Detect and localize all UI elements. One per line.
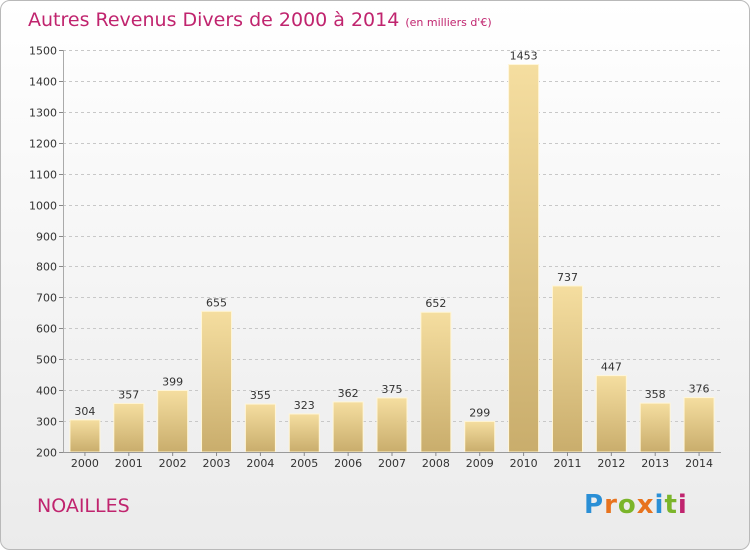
x-tick-label-2000: 2000 bbox=[71, 457, 99, 470]
y-tick-label: 1200 bbox=[29, 138, 57, 151]
y-tick-label: 700 bbox=[36, 292, 57, 305]
value-label-2008: 652 bbox=[425, 297, 446, 310]
logo-letter: t bbox=[664, 490, 678, 520]
bar-2003 bbox=[201, 310, 233, 453]
x-tick-label-2004: 2004 bbox=[246, 457, 274, 470]
logo-letter: o bbox=[617, 490, 637, 520]
bar-2006 bbox=[332, 401, 364, 453]
y-tick-label: 1300 bbox=[29, 107, 57, 120]
value-label-2006: 362 bbox=[338, 387, 359, 400]
x-tick-label-2011: 2011 bbox=[553, 457, 581, 470]
y-tick-label: 400 bbox=[36, 385, 57, 398]
y-tick-label: 900 bbox=[36, 231, 57, 244]
y-tick-label: 800 bbox=[36, 261, 57, 274]
bar-2010 bbox=[508, 64, 540, 453]
y-tick-label: 1500 bbox=[29, 45, 57, 58]
value-label-2001: 357 bbox=[118, 388, 139, 401]
x-tick-label-2009: 2009 bbox=[466, 457, 494, 470]
x-tick-label-2001: 2001 bbox=[115, 457, 143, 470]
value-label-2007: 375 bbox=[382, 383, 403, 396]
value-label-2009: 299 bbox=[469, 406, 490, 419]
x-tick-label-2008: 2008 bbox=[422, 457, 450, 470]
value-label-2011: 737 bbox=[557, 271, 578, 284]
value-label-2012: 447 bbox=[601, 361, 622, 374]
bar-2008 bbox=[420, 311, 452, 453]
value-label-2013: 358 bbox=[645, 388, 666, 401]
x-tick-label-2012: 2012 bbox=[597, 457, 625, 470]
bar-2000 bbox=[69, 419, 101, 453]
x-tick-label-2007: 2007 bbox=[378, 457, 406, 470]
value-label-2002: 399 bbox=[162, 375, 183, 388]
bar-2001 bbox=[113, 402, 145, 453]
bar-2005 bbox=[288, 413, 320, 453]
y-tick-label: 1100 bbox=[29, 169, 57, 182]
y-tick-label: 500 bbox=[36, 354, 57, 367]
x-tick-label-2014: 2014 bbox=[685, 457, 713, 470]
value-labels: 304 357 399 655 355 323 362 375 652 299 1453 737 447… bbox=[74, 50, 709, 420]
logo-letter: i bbox=[677, 490, 688, 520]
bar-2013 bbox=[639, 402, 671, 453]
x-tick-label-2005: 2005 bbox=[290, 457, 318, 470]
y-axis-ticks: 200 300 400 500 600 700 800 900 1000 1100 1200 1300… bbox=[29, 45, 721, 460]
bar-2004 bbox=[244, 403, 276, 453]
value-label-2010: 1453 bbox=[510, 50, 538, 63]
value-label-2014: 376 bbox=[689, 383, 710, 396]
bar-2002 bbox=[157, 389, 189, 453]
chart-subtitle: (en milliers d'€) bbox=[405, 16, 492, 29]
logo-letter: r bbox=[604, 490, 618, 520]
chart-title: Autres Revenus Divers de 2000 à 2014 bbox=[28, 9, 400, 31]
value-label-2004: 355 bbox=[250, 389, 271, 402]
value-label-2005: 323 bbox=[294, 399, 315, 412]
y-tick-label: 1400 bbox=[29, 76, 57, 89]
bar-2009 bbox=[464, 420, 496, 453]
x-tick-label-2010: 2010 bbox=[510, 457, 538, 470]
x-axis-ticks: 2000 2001 2002 2003 2004 2005 2006 2007 2008 2009… bbox=[71, 452, 713, 470]
bar-2012 bbox=[595, 375, 627, 453]
value-label-2003: 655 bbox=[206, 296, 227, 309]
y-tick-label: 600 bbox=[36, 323, 57, 336]
logo-letter: x bbox=[636, 490, 655, 520]
proxiti-logo: Proxiti bbox=[584, 490, 688, 520]
bar-2011 bbox=[551, 285, 583, 453]
y-tick-label: 300 bbox=[36, 416, 57, 429]
x-tick-label-2013: 2013 bbox=[641, 457, 669, 470]
logo-letter: P bbox=[584, 490, 605, 520]
x-tick-label-2003: 2003 bbox=[203, 457, 231, 470]
x-tick-label-2006: 2006 bbox=[334, 457, 362, 470]
chart-title-group: Autres Revenus Divers de 2000 à 2014 (en … bbox=[28, 9, 492, 31]
logo-letter: i bbox=[654, 490, 665, 520]
bar-2014 bbox=[683, 397, 715, 453]
town-name: NOAILLES bbox=[37, 495, 130, 517]
y-tick-label: 1000 bbox=[29, 200, 57, 213]
x-tick-label-2002: 2002 bbox=[159, 457, 187, 470]
bar-2007 bbox=[376, 397, 408, 453]
y-tick-label: 200 bbox=[36, 447, 57, 460]
value-label-2000: 304 bbox=[74, 405, 95, 418]
